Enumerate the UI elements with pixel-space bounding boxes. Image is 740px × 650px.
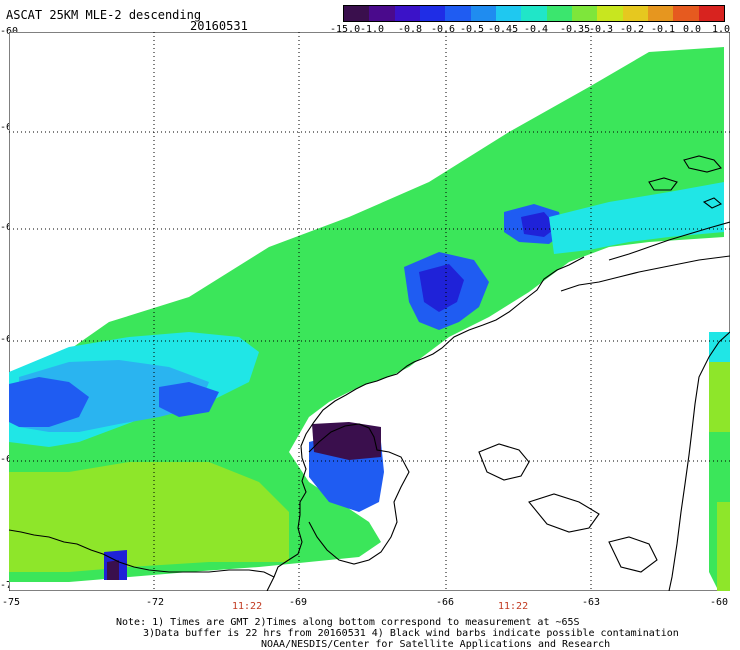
- island-2: [683, 155, 722, 173]
- colorbar-segment: [369, 6, 395, 21]
- colorbar-segment: [495, 6, 522, 21]
- colorbar-label: 0.0: [683, 24, 702, 35]
- colorbar: [343, 5, 725, 22]
- lon-label-75: -75: [2, 597, 21, 608]
- map-panel: [9, 32, 730, 591]
- island-3: [702, 197, 723, 209]
- colorbar-label: -0.35: [560, 24, 591, 35]
- weddell-coast-north: [608, 221, 730, 261]
- colorbar-label: 1.0: [712, 24, 731, 35]
- time-label-1: 11:22: [232, 601, 263, 612]
- colorbar-segment: [673, 6, 699, 21]
- colorbar-label: -0.1: [651, 24, 676, 35]
- coastline: [9, 155, 730, 591]
- scatterometer-swath: [9, 47, 730, 591]
- colorbar-label: -0.2: [620, 24, 645, 35]
- graticule: [9, 32, 730, 591]
- ice-shelf-edge: [560, 255, 730, 292]
- inland-contour-3: [608, 536, 658, 573]
- colorbar-segment: [622, 6, 648, 21]
- lon-label-63: -63: [582, 597, 601, 608]
- colorbar-segment: [470, 6, 496, 21]
- map-canvas: [9, 32, 730, 591]
- lon-label-69: -69: [289, 597, 308, 608]
- colorbar-label: -0.45: [488, 24, 519, 35]
- lon-label-72: -72: [146, 597, 165, 608]
- product-title: ASCAT 25KM MLE-2 descending: [6, 8, 202, 22]
- bellingshausen-coast: [9, 529, 275, 578]
- note-line-1: Note: 1) Times are GMT 2)Times along bot…: [116, 617, 580, 628]
- note-line-2: 3)Data buffer is 22 hrs from 20160531 4)…: [143, 628, 679, 639]
- time-label-2: 11:22: [498, 601, 529, 612]
- lon-label-66: -66: [436, 597, 455, 608]
- island-1: [648, 177, 678, 191]
- alexander-island-coast: [308, 423, 410, 565]
- colorbar-label: -0.6: [431, 24, 456, 35]
- colorbar-segment: [394, 6, 420, 21]
- inland-contour-2: [528, 493, 600, 533]
- colorbar-segment: [698, 6, 724, 21]
- colorbar-label: -0.3: [589, 24, 614, 35]
- inland-contour-1: [478, 443, 530, 481]
- colorbar-segment: [571, 6, 598, 21]
- colorbar-segment: [647, 6, 674, 21]
- colorbar-segment: [445, 6, 471, 21]
- peninsula-coast: [266, 256, 585, 591]
- colorbar-segment: [521, 6, 547, 21]
- colorbar-label: -1.0: [360, 24, 385, 35]
- colorbar-segment: [419, 6, 446, 21]
- colorbar-segment: [546, 6, 572, 21]
- colorbar-segment: [344, 6, 370, 21]
- colorbar-label: -15.0: [330, 24, 361, 35]
- weddell-coast-east: [668, 331, 730, 591]
- lon-label-60: -60: [710, 597, 729, 608]
- colorbar-label: -0.4: [524, 24, 549, 35]
- note-line-3: NOAA/NESDIS/Center for Satellite Applica…: [261, 639, 611, 650]
- colorbar-segment: [597, 6, 623, 21]
- colorbar-label: -0.8: [398, 24, 423, 35]
- colorbar-label: -0.5: [460, 24, 485, 35]
- product-date: 20160531: [190, 19, 248, 33]
